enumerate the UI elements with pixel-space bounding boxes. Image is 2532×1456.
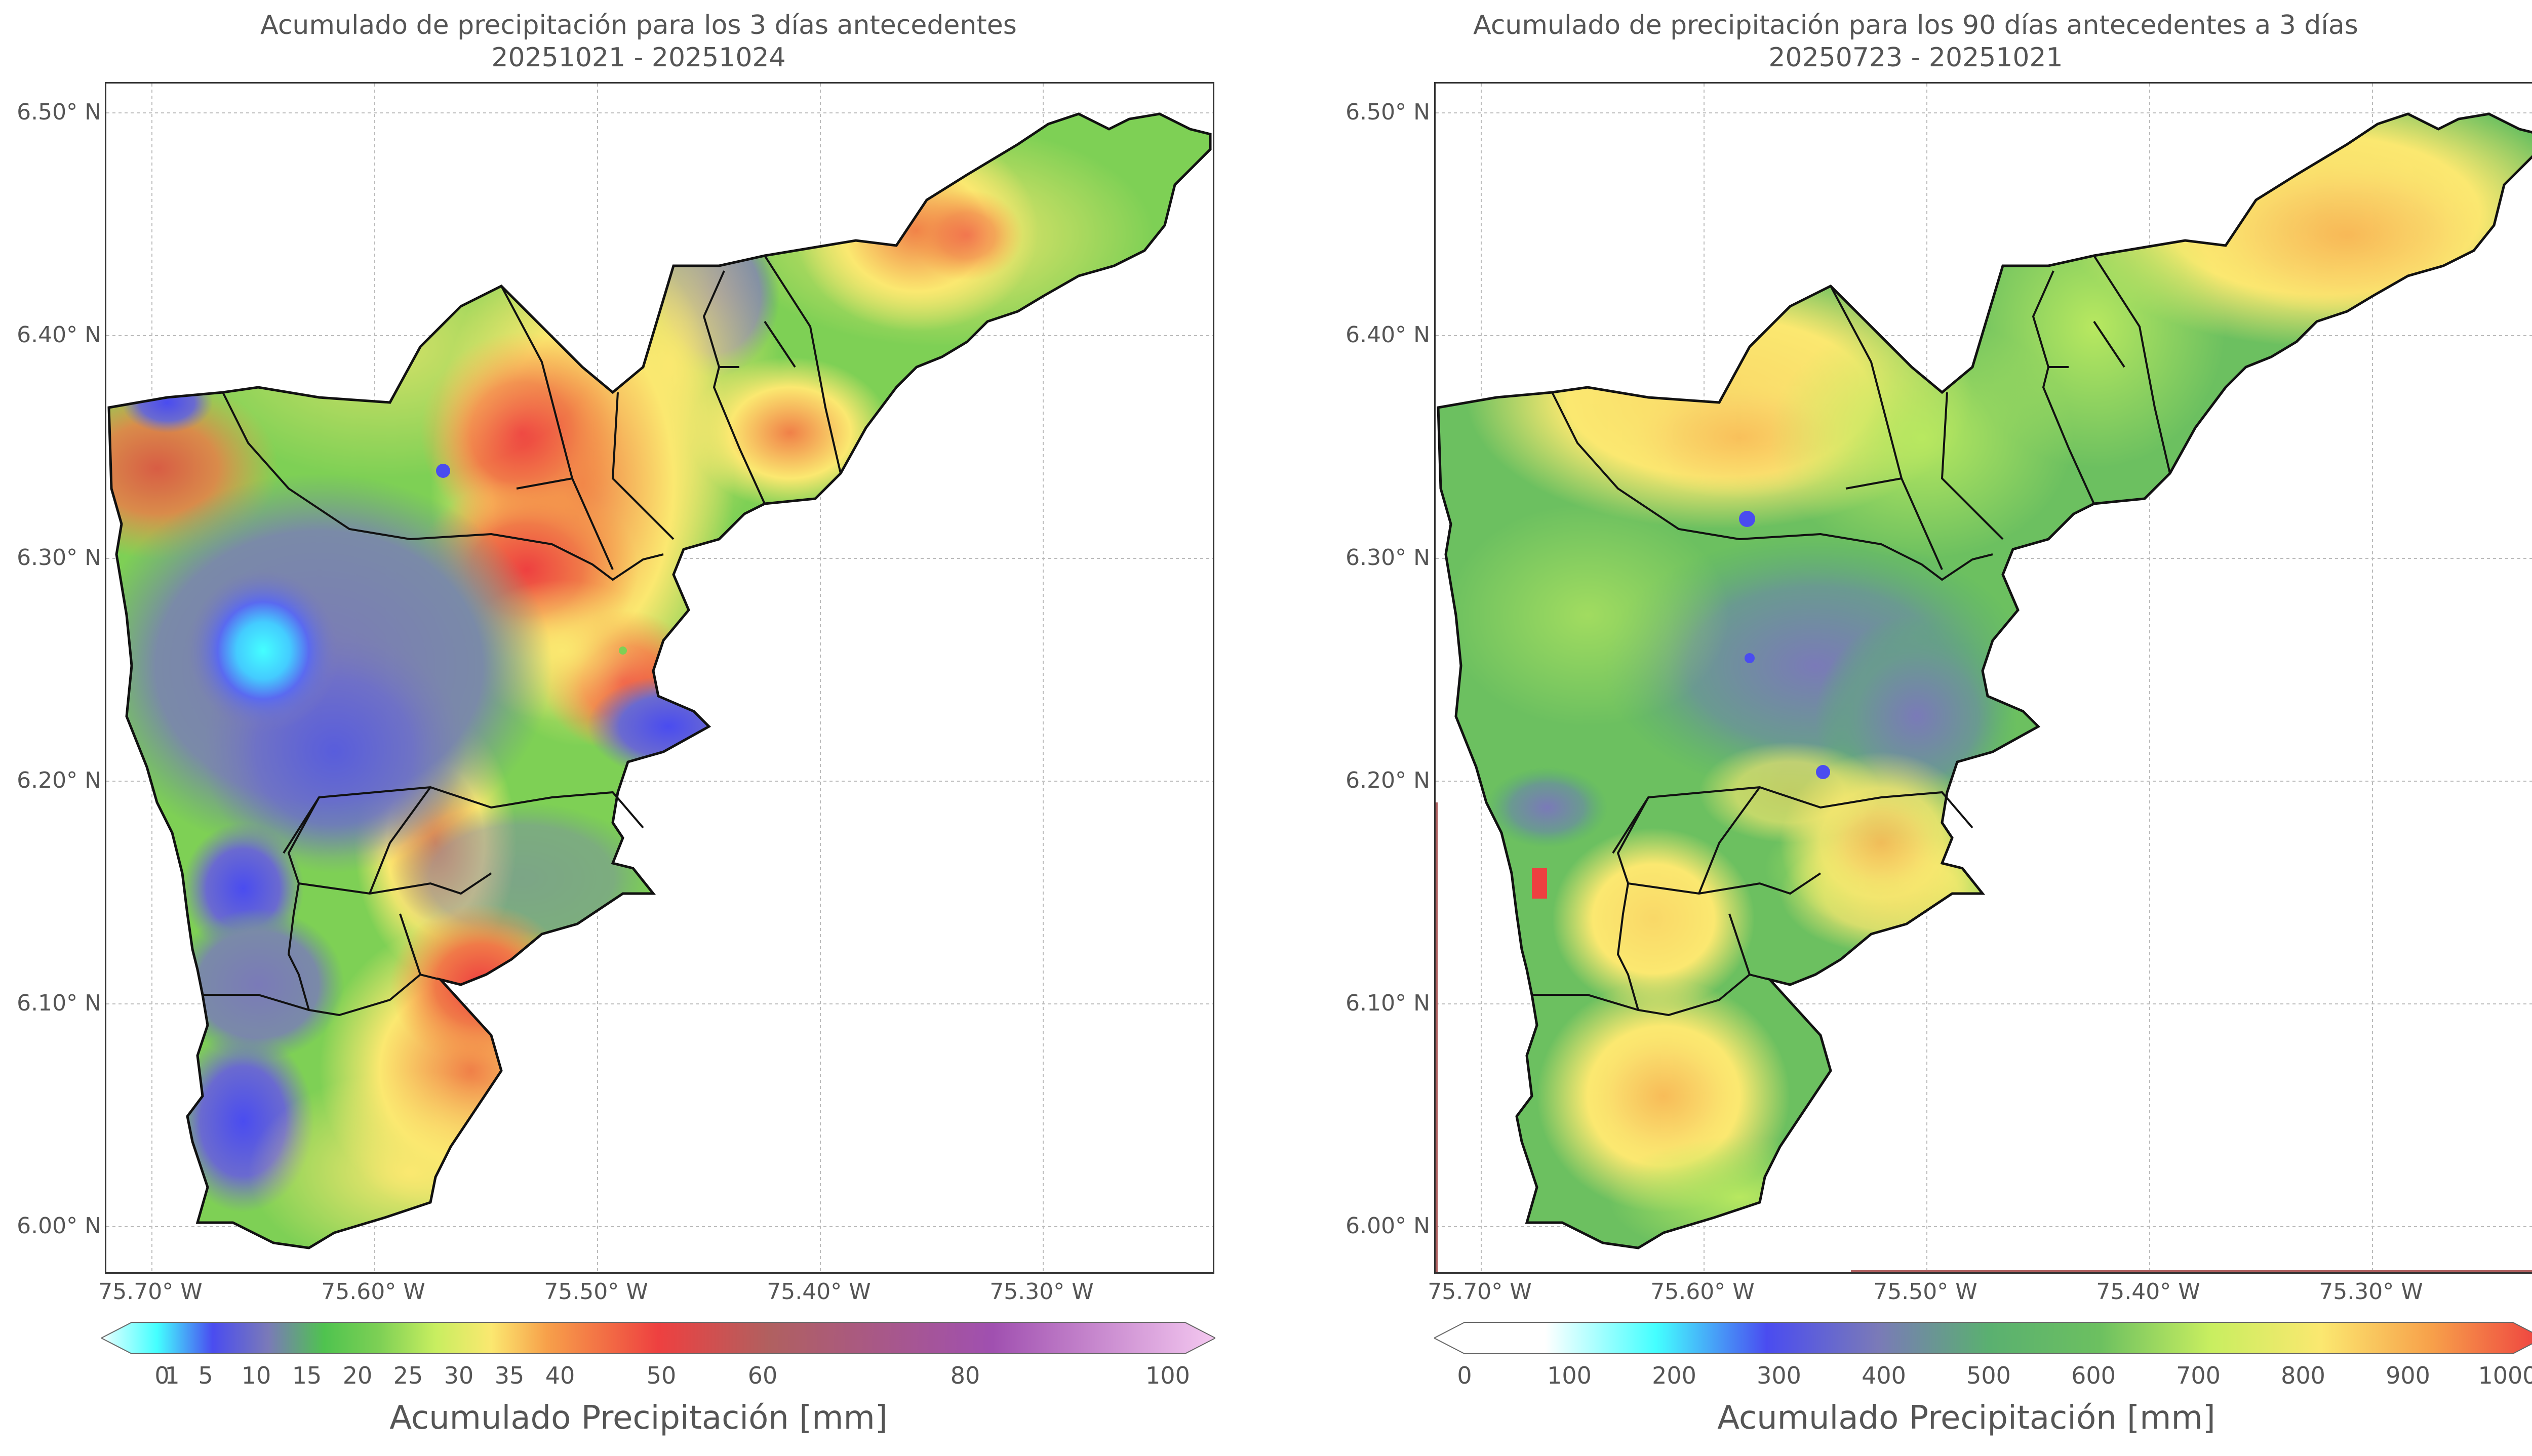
right-cbar-tick: 300 [1757,1362,1801,1389]
left-municipal-boundaries [203,255,842,1017]
left-map-panel: Acumulado de precipitación para los 3 dí… [17,10,1217,1437]
right-colorbar [1433,1320,2532,1356]
left-lon-tick: 75.40° W [767,1279,871,1305]
left-cbar-tick: 25 [393,1362,423,1389]
right-title-line2: 20250723 - 20251021 [1768,43,2063,73]
right-cbar-tick: 500 [1966,1362,2011,1389]
right-cbar-tick: 200 [1652,1362,1696,1389]
left-title-line1: Acumulado de precipitación para los 3 dí… [260,10,1017,41]
left-lon-tick: 75.30° W [990,1279,1094,1305]
left-lat-tick: 6.30° N [17,545,101,571]
right-cbar-tick: 700 [2176,1362,2221,1389]
right-cbar-tick: 0 [1457,1362,1472,1389]
right-precip-map [1436,84,2532,1272]
left-lat-tick: 6.20° N [17,767,101,793]
left-cbar-tick: 15 [292,1362,322,1389]
left-lat-tick: 6.00° N [17,1213,101,1239]
left-lon-tick: 75.50° W [544,1279,648,1305]
left-cbar-tick: 80 [950,1362,980,1389]
right-lon-tick: 75.60° W [1650,1279,1755,1305]
right-lat-tick: 6.40° N [1346,322,1430,348]
left-cbar-tick: 35 [494,1362,525,1389]
right-municipal-boundaries [1532,255,2171,1017]
right-cbar-tick: 400 [1862,1362,1906,1389]
left-cbar-tick: 40 [545,1362,575,1389]
left-cbar-tick: 0 [154,1362,170,1389]
right-colorbar-title: Acumulado Precipitación [mm] [1717,1399,2216,1437]
right-cbar-tick: 100 [1547,1362,1592,1389]
left-cbar-tick: 30 [444,1362,474,1389]
right-lat-tick: 6.30° N [1346,545,1430,571]
left-title-line2: 20251021 - 20251024 [491,43,786,73]
right-lon-tick: 75.70° W [1428,1279,1532,1305]
right-cbar-tick: 1000 [2478,1362,2532,1389]
right-lon-tick: 75.40° W [2096,1279,2200,1305]
left-lat-tick: 6.50° N [17,99,101,125]
left-cbar-tick: 20 [342,1362,373,1389]
left-precip-map [106,84,1213,1272]
left-map-frame [105,82,1214,1274]
right-lon-tick: 75.30° W [2319,1279,2423,1305]
left-precip-field [109,114,1210,1248]
right-lat-tick: 6.00° N [1346,1213,1430,1239]
right-lon-tick: 75.50° W [1873,1279,1977,1305]
right-map-panel: Acumulado de precipitación para los 90 d… [1277,0,2532,1456]
left-colorbar [100,1320,1217,1356]
left-lat-tick: 6.10° N [17,990,101,1016]
left-lon-tick: 75.70° W [98,1279,203,1305]
right-map-frame [1434,82,2532,1274]
left-cbar-tick: 10 [241,1362,271,1389]
right-lat-tick: 6.20° N [1346,767,1430,793]
right-cbar-tick: 900 [2386,1362,2430,1389]
right-cbar-tick: 600 [2071,1362,2116,1389]
left-cbar-tick: 50 [646,1362,677,1389]
right-cbar-tick: 800 [2281,1362,2325,1389]
left-lon-tick: 75.60° W [321,1279,425,1305]
right-lat-tick: 6.10° N [1346,990,1430,1016]
left-cbar-tick: 5 [198,1362,213,1389]
right-lat-tick: 6.50° N [1346,99,1430,125]
right-title-line1: Acumulado de precipitación para los 90 d… [1473,10,2358,41]
left-cbar-tick: 1 [165,1362,180,1389]
left-colorbar-title: Acumulado Precipitación [mm] [389,1399,888,1437]
left-lat-tick: 6.40° N [17,322,101,348]
left-cbar-tick: 100 [1145,1362,1190,1389]
left-cbar-tick: 60 [747,1362,778,1389]
